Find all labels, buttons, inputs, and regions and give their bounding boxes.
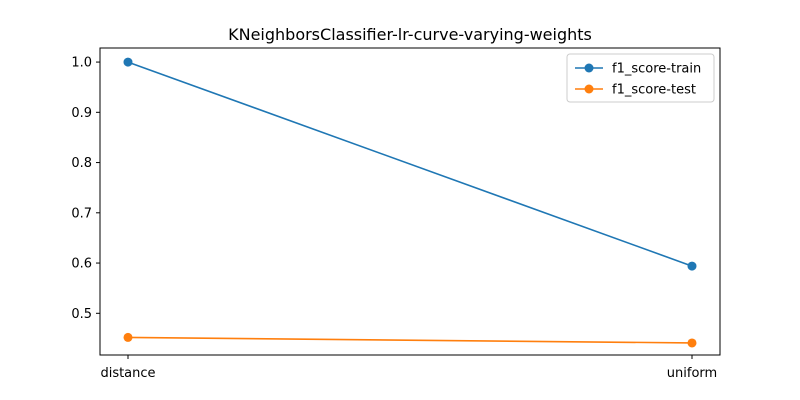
data-point-f1_score-train-uniform bbox=[687, 261, 697, 271]
y-tick-label: 0.9 bbox=[71, 106, 92, 121]
y-tick-label: 1.0 bbox=[71, 56, 92, 71]
x-axis: distance uniform bbox=[100, 355, 717, 381]
legend-marker-f1_score-test bbox=[584, 84, 594, 94]
legend-label-f1_score-train: f1_score-train bbox=[612, 62, 701, 77]
x-tick-label: uniform bbox=[667, 366, 717, 381]
x-tick-label: distance bbox=[100, 366, 155, 381]
legend-marker-f1_score-train bbox=[584, 63, 594, 73]
y-axis: 0.5 0.6 0.7 0.8 0.9 1.0 bbox=[71, 56, 100, 322]
y-tick-label: 0.7 bbox=[71, 206, 92, 221]
series-layer bbox=[123, 57, 697, 348]
data-point-f1_score-test-uniform bbox=[687, 338, 697, 348]
series-line-f1_score-test bbox=[127, 336, 693, 344]
chart-title: KNeighborsClassifier-lr-curve-varying-we… bbox=[228, 25, 592, 44]
legend-box bbox=[566, 53, 715, 103]
y-tick-label: 0.6 bbox=[71, 257, 92, 272]
legend-label-f1_score-test: f1_score-test bbox=[612, 83, 696, 98]
y-tick-label: 0.8 bbox=[71, 156, 92, 171]
plot-area-frame bbox=[99, 47, 721, 356]
data-point-f1_score-train-distance bbox=[123, 57, 133, 67]
legend: f1_score-train f1_score-test bbox=[566, 53, 715, 103]
series-line-f1_score-train bbox=[127, 61, 693, 267]
data-point-f1_score-test-distance bbox=[123, 332, 133, 342]
y-tick-label: 0.5 bbox=[71, 307, 92, 322]
